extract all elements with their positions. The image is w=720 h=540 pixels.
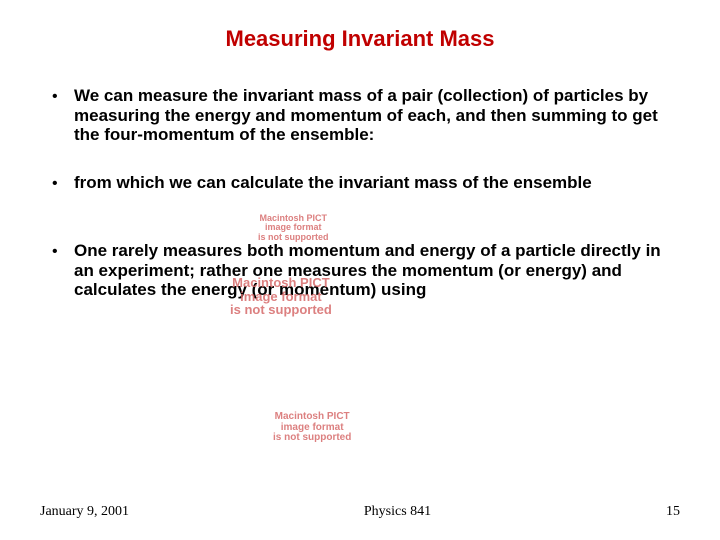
bullet-text: One rarely measures both momentum and en… (74, 241, 680, 300)
pict-line: Macintosh PICT (273, 412, 351, 423)
bullet-dot-icon: • (52, 86, 74, 106)
pict-line: is not supported (230, 303, 332, 317)
footer: January 9, 2001 Physics 841 15 (40, 504, 680, 520)
pict-placeholder-icon: Macintosh PICT image format is not suppo… (230, 276, 332, 317)
footer-page: 15 (666, 504, 680, 520)
bullet-text: We can measure the invariant mass of a p… (74, 86, 680, 145)
pict-placeholder-icon: Macintosh PICT image format is not suppo… (273, 412, 351, 444)
bullet-list: • We can measure the invariant mass of a… (40, 86, 680, 300)
pict-line: Macintosh PICT (230, 276, 332, 290)
page-title: Measuring Invariant Mass (40, 26, 680, 52)
list-item: • from which we can calculate the invari… (52, 173, 680, 193)
pict-line: is not supported (258, 233, 329, 242)
bullet-dot-icon: • (52, 241, 74, 261)
footer-course: Physics 841 (364, 504, 431, 520)
list-item: • We can measure the invariant mass of a… (52, 86, 680, 145)
slide: Measuring Invariant Mass • We can measur… (0, 0, 720, 540)
footer-date: January 9, 2001 (40, 504, 129, 520)
pict-placeholder-icon: Macintosh PICT image format is not suppo… (258, 214, 329, 242)
pict-line: image format (230, 290, 332, 304)
bullet-text: from which we can calculate the invarian… (74, 173, 680, 193)
list-item: • One rarely measures both momentum and … (52, 241, 680, 300)
bullet-dot-icon: • (52, 173, 74, 193)
pict-line: is not supported (273, 433, 351, 444)
